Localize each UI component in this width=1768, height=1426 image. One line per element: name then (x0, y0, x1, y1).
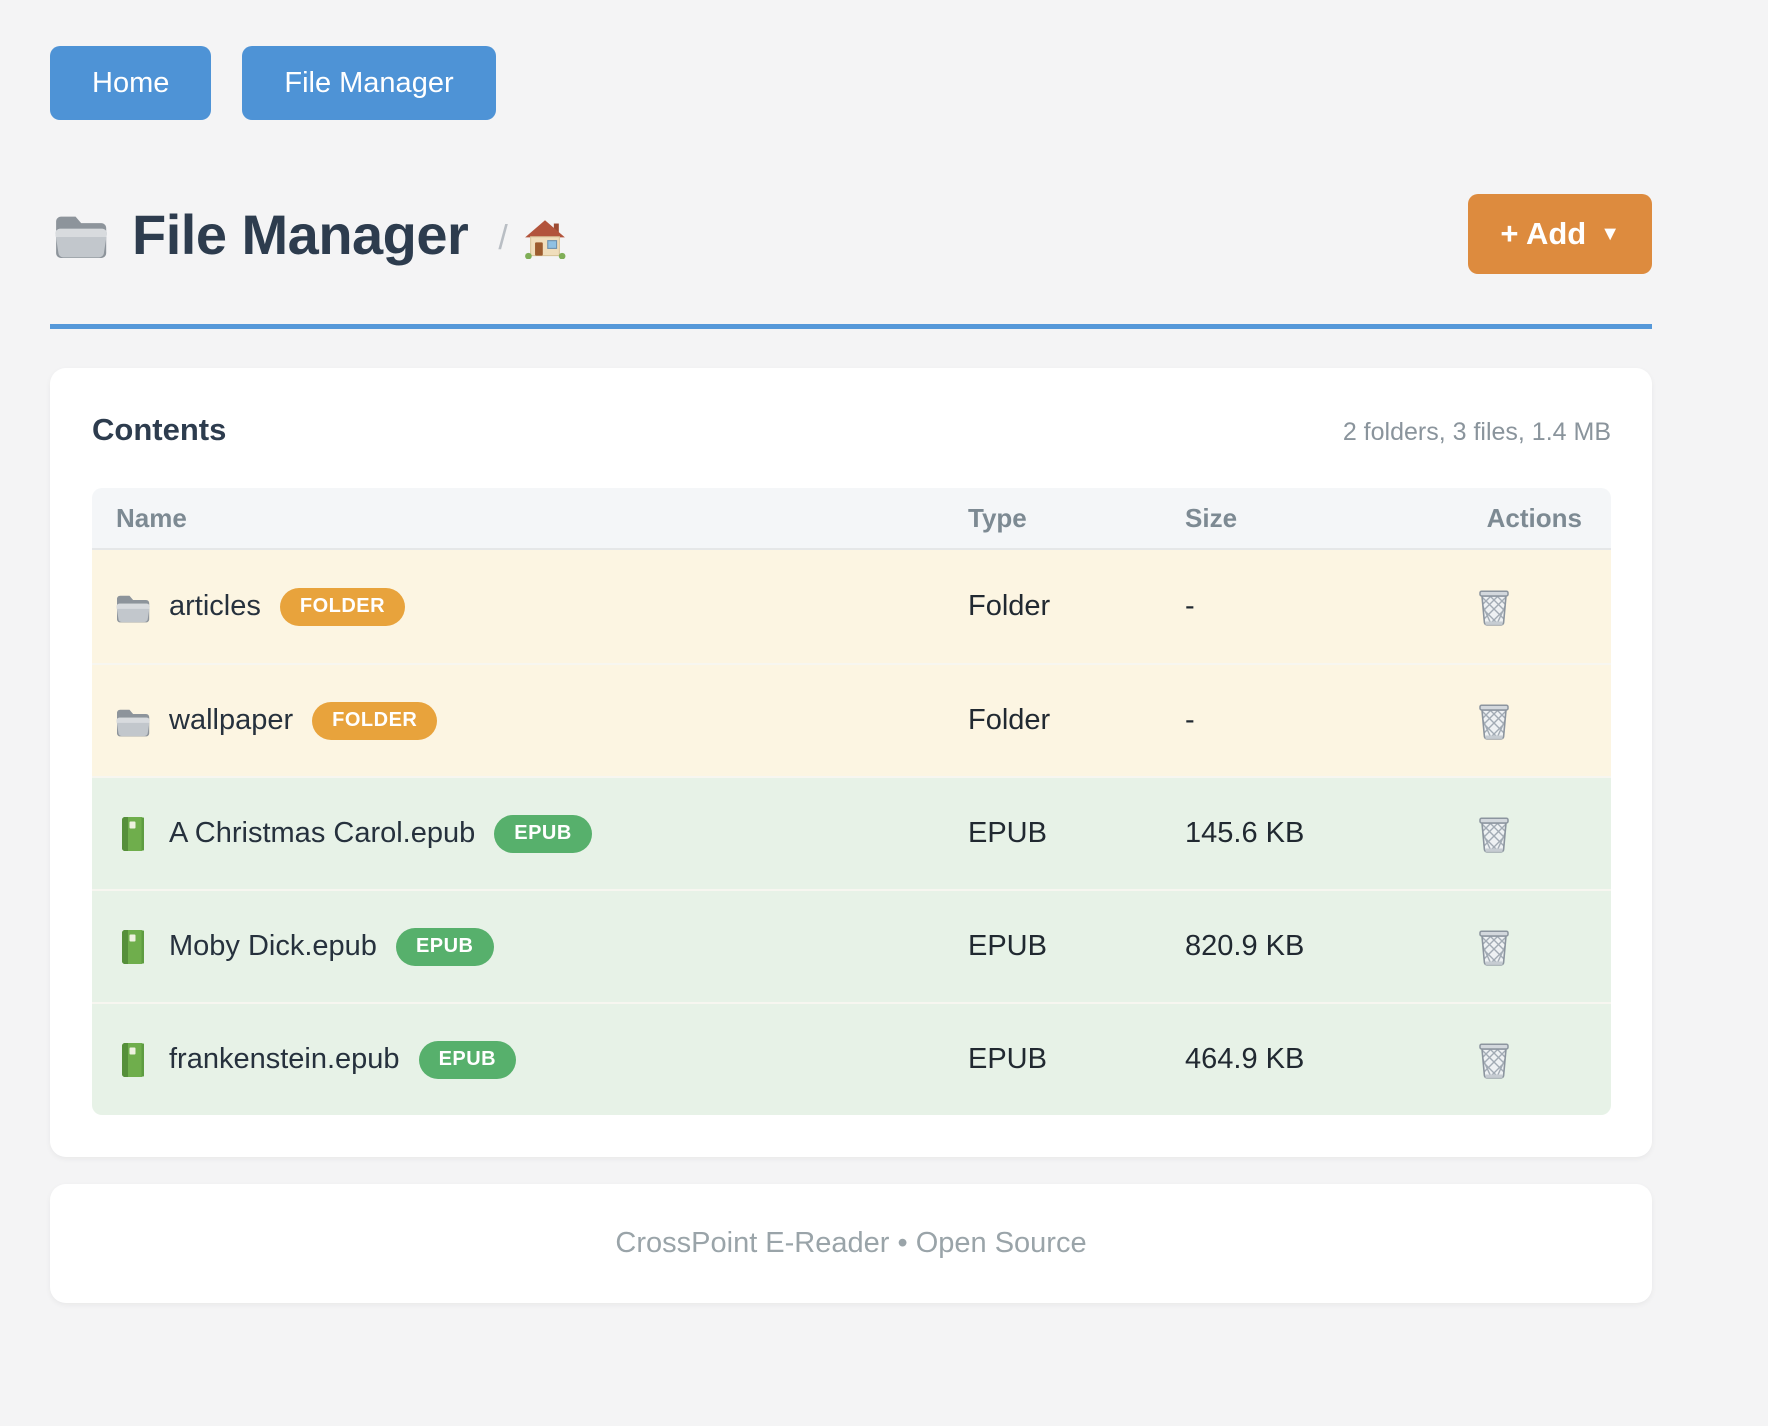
nav-home-button[interactable]: Home (50, 46, 212, 120)
folder-badge: FOLDER (312, 701, 438, 740)
page-header: File Manager / + Add ▼ (50, 194, 1652, 274)
card-header: Contents 2 folders, 3 files, 1.4 MB (92, 410, 1611, 448)
epub-badge: EPUB (418, 1040, 517, 1079)
delete-button[interactable] (1476, 814, 1512, 854)
delete-button[interactable] (1476, 701, 1512, 741)
file-type: EPUB (968, 817, 1047, 849)
trash-icon (1476, 587, 1512, 627)
file-type: Folder (968, 704, 1051, 736)
caret-down-icon: ▼ (1600, 222, 1620, 245)
footer-text: CrossPoint E-Reader • Open Source (615, 1227, 1087, 1259)
nav-file-manager-button[interactable]: File Manager (242, 46, 496, 120)
contents-summary: 2 folders, 3 files, 1.4 MB (1342, 418, 1611, 446)
contents-title: Contents (92, 412, 227, 447)
file-name-link[interactable]: articles (169, 590, 261, 622)
col-actions: Actions (1486, 502, 1582, 533)
file-table: Name Type Size Actions articles FOLDER F… (92, 488, 1611, 1115)
footer: CrossPoint E-Reader • Open Source (50, 1184, 1652, 1303)
file-type: EPUB (968, 1043, 1047, 1075)
folder-icon (116, 595, 150, 622)
book-icon (122, 929, 144, 964)
nav: Home File Manager (50, 46, 1768, 120)
file-name-link[interactable]: Moby Dick.epub (169, 930, 377, 962)
delete-button[interactable] (1476, 1040, 1512, 1080)
file-size: - (1185, 704, 1195, 736)
file-name-link[interactable]: wallpaper (169, 704, 294, 736)
trash-icon (1476, 927, 1512, 967)
file-size: 145.6 KB (1185, 817, 1305, 849)
add-button-label: + Add (1500, 216, 1587, 251)
col-type: Type (968, 502, 1027, 533)
file-type: EPUB (968, 930, 1047, 962)
file-size: - (1185, 590, 1195, 622)
title-wrap: File Manager / (50, 202, 566, 267)
trash-icon (1476, 701, 1512, 741)
file-name-link[interactable]: frankenstein.epub (169, 1043, 400, 1075)
col-size: Size (1185, 502, 1238, 533)
table-header-row: Name Type Size Actions (92, 488, 1611, 550)
file-type: Folder (968, 590, 1051, 622)
folder-icon (116, 709, 150, 736)
book-icon (122, 816, 144, 851)
house-icon[interactable] (524, 219, 566, 259)
name-cell: Moby Dick.epub EPUB (92, 927, 968, 966)
trash-icon (1476, 1040, 1512, 1080)
name-cell: articles FOLDER (92, 587, 968, 626)
name-cell: wallpaper FOLDER (92, 701, 968, 740)
book-icon (122, 1042, 144, 1077)
delete-button[interactable] (1476, 927, 1512, 967)
trash-icon (1476, 814, 1512, 854)
table-row: wallpaper FOLDER Folder - (92, 663, 1611, 776)
name-cell: A Christmas Carol.epub EPUB (92, 814, 968, 853)
title-underline (50, 324, 1652, 329)
folder-icon (55, 216, 107, 258)
table-row: articles FOLDER Folder - (92, 550, 1611, 663)
file-manager-page: Home File Manager File Manager / + Add ▼… (0, 46, 1768, 1303)
table-row: frankenstein.epub EPUB EPUB 464.9 KB (92, 1002, 1611, 1115)
table-row: A Christmas Carol.epub EPUB EPUB 145.6 K… (92, 776, 1611, 889)
contents-card: Contents 2 folders, 3 files, 1.4 MB Name… (50, 368, 1652, 1157)
add-button[interactable]: + Add ▼ (1468, 194, 1652, 274)
name-cell: frankenstein.epub EPUB (92, 1040, 968, 1079)
epub-badge: EPUB (395, 927, 494, 966)
folder-badge: FOLDER (279, 587, 406, 626)
file-size: 820.9 KB (1185, 930, 1305, 962)
file-name-link[interactable]: A Christmas Carol.epub (169, 817, 476, 849)
breadcrumb-separator: / (498, 218, 508, 257)
file-size: 464.9 KB (1185, 1043, 1305, 1075)
epub-badge: EPUB (494, 814, 592, 853)
table-row: Moby Dick.epub EPUB EPUB 820.9 KB (92, 889, 1611, 1002)
col-name: Name (116, 502, 187, 533)
delete-button[interactable] (1476, 587, 1512, 627)
page-title: File Manager (132, 202, 469, 266)
